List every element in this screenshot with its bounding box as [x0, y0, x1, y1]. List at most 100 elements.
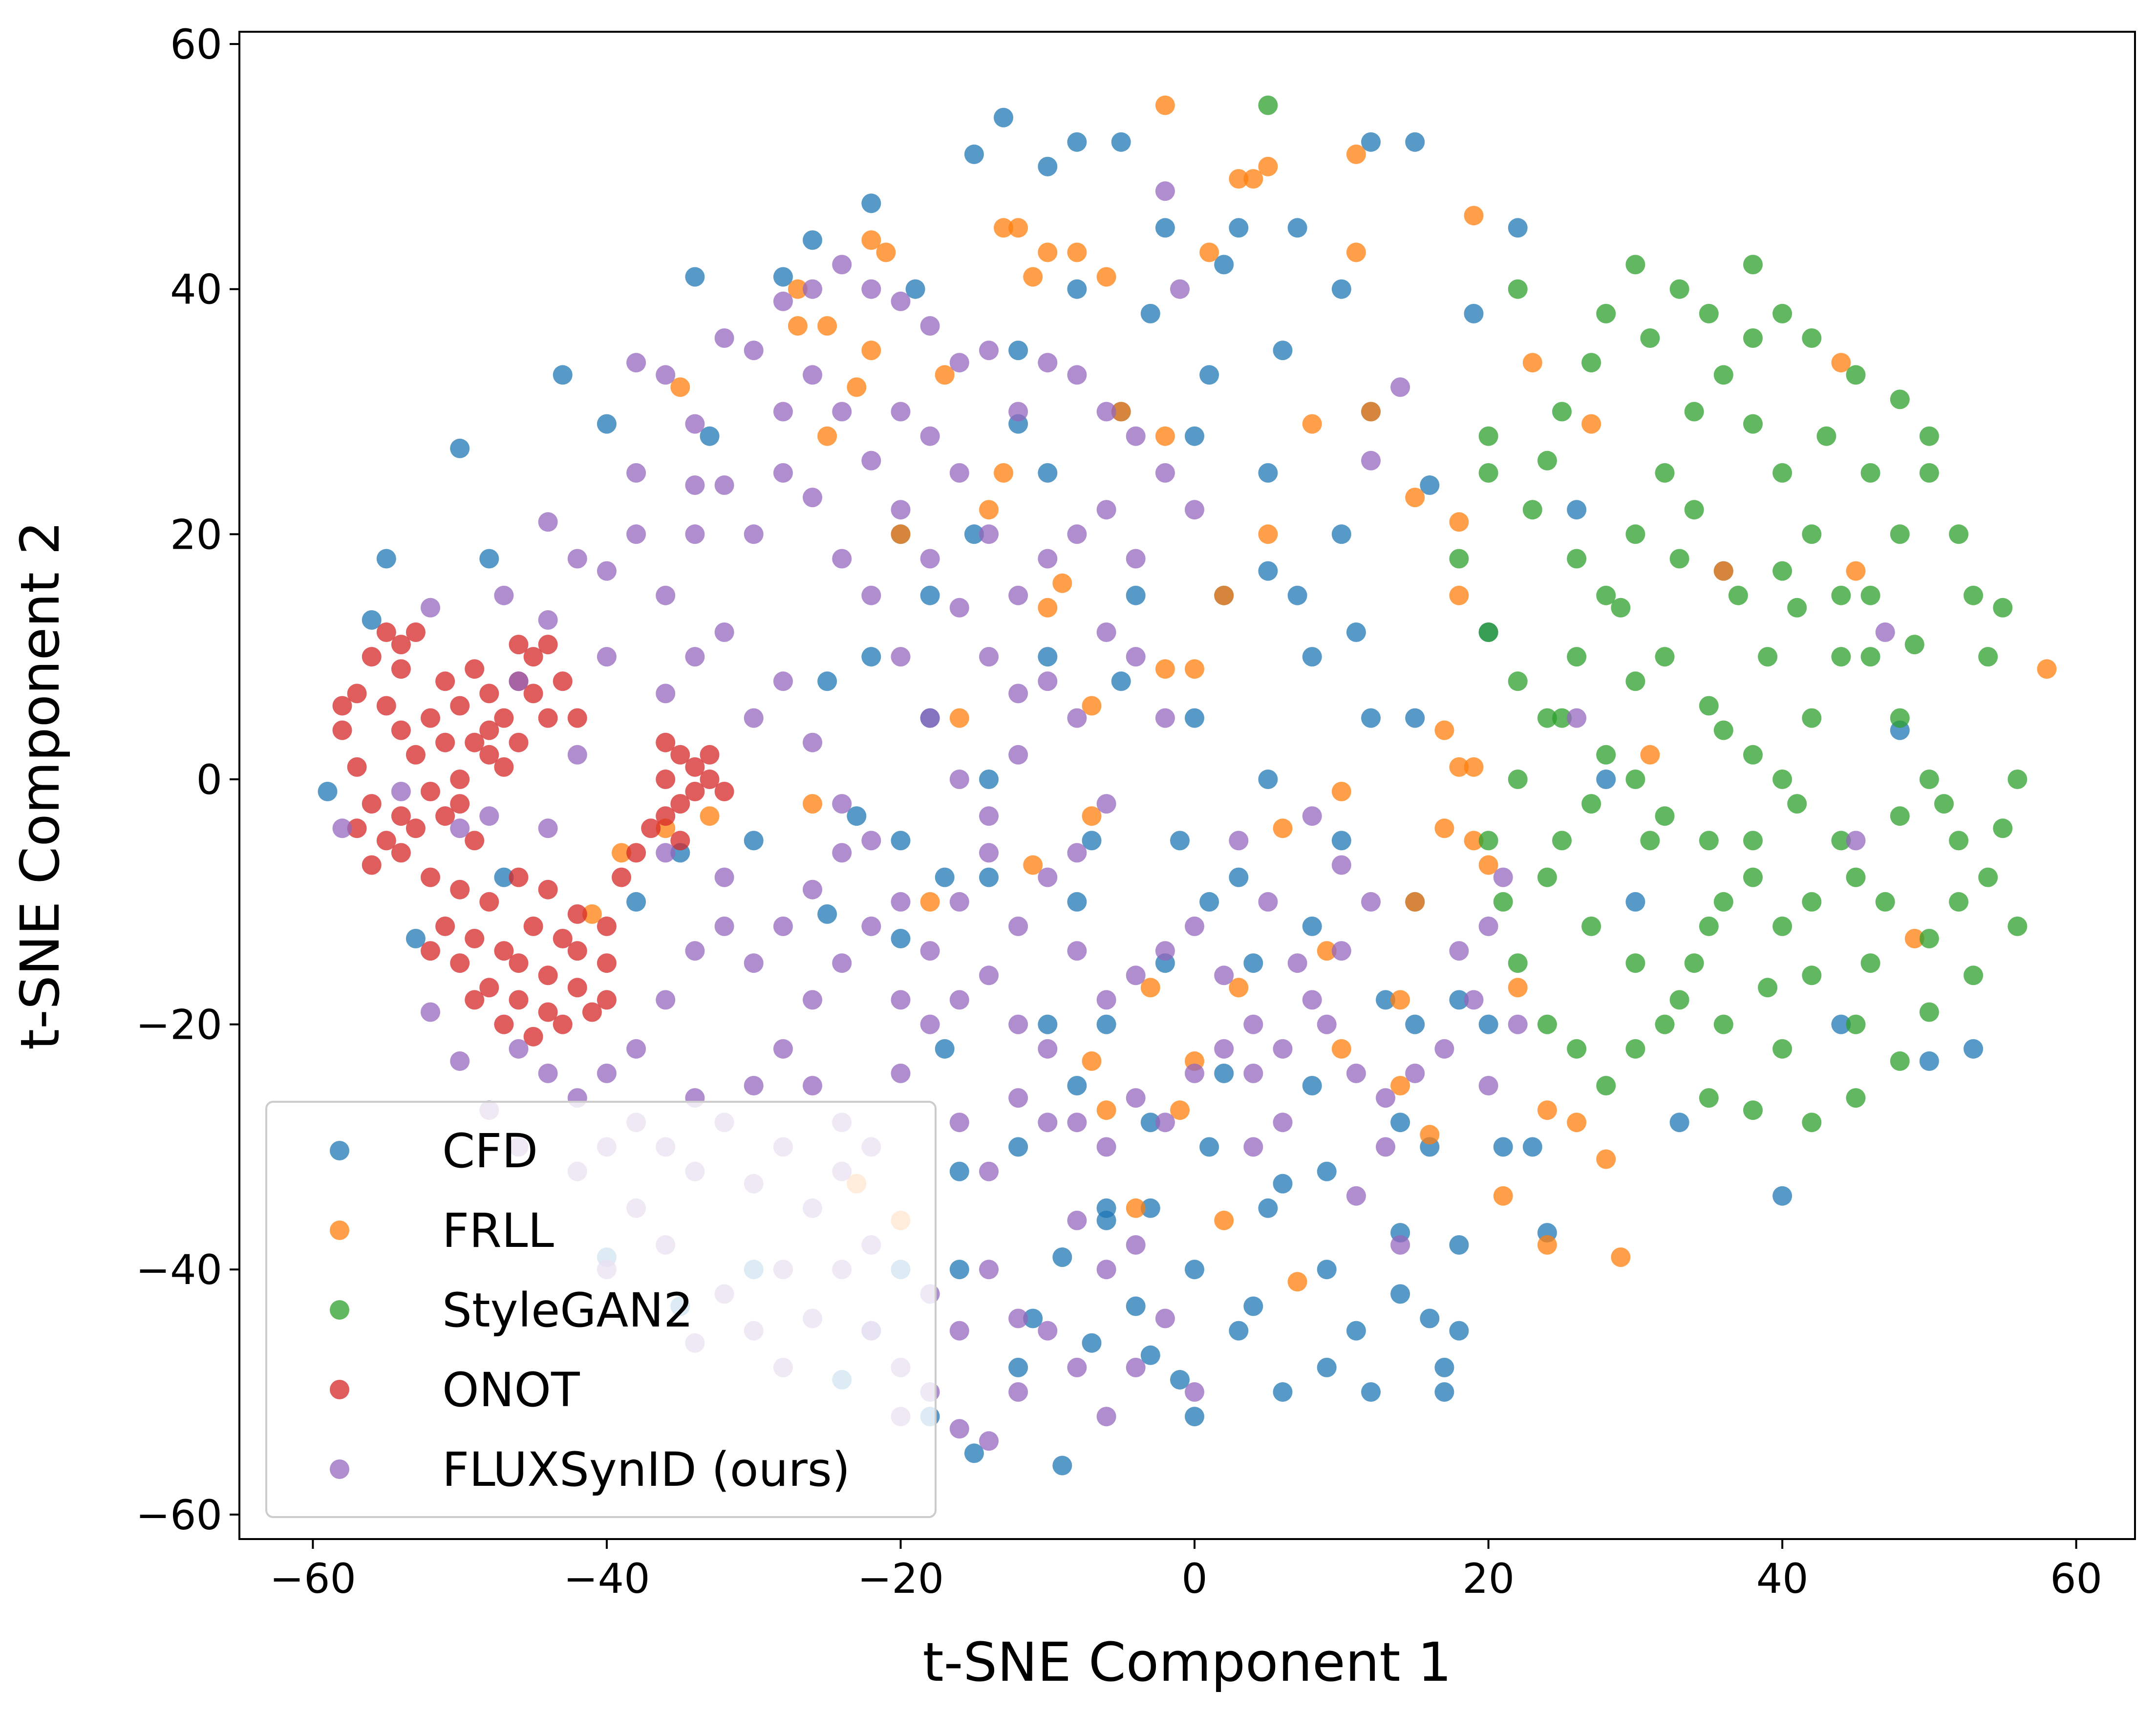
data-point [1229, 218, 1249, 238]
data-point [1949, 831, 1969, 851]
data-point [1434, 1382, 1454, 1402]
data-point [362, 855, 382, 875]
data-point [1346, 622, 1366, 642]
data-point [714, 867, 734, 887]
data-point [1126, 1235, 1146, 1255]
data-point [538, 610, 558, 630]
data-point [1390, 1284, 1410, 1304]
data-point [1772, 916, 1793, 936]
data-point [685, 414, 705, 434]
data-point [1052, 1247, 1072, 1267]
y-tick-label: 20 [170, 511, 222, 558]
data-point [1126, 585, 1146, 605]
data-point [949, 892, 969, 912]
data-point [1464, 990, 1484, 1010]
data-point [979, 1260, 999, 1280]
data-point [1229, 867, 1249, 887]
legend-marker [330, 1459, 349, 1479]
data-point [1273, 818, 1293, 838]
data-point [1699, 831, 1719, 851]
data-point [450, 696, 470, 716]
data-point [1478, 855, 1498, 875]
data-point [509, 1039, 529, 1059]
data-point [979, 965, 999, 985]
data-point [435, 806, 455, 826]
data-point [1743, 1100, 1763, 1120]
data-point [391, 843, 411, 863]
data-point [1508, 770, 1528, 789]
data-point [1743, 745, 1763, 765]
data-point [714, 782, 734, 801]
data-point [1096, 500, 1116, 520]
data-point [538, 965, 558, 985]
data-point [1331, 941, 1351, 961]
data-point [861, 341, 881, 361]
data-point [1816, 426, 1836, 446]
data-point [1126, 549, 1146, 569]
data-point [1243, 1296, 1263, 1316]
data-point [891, 500, 911, 520]
data-point [347, 757, 367, 777]
data-point [494, 867, 514, 887]
data-point [1008, 1137, 1028, 1157]
data-point [788, 279, 808, 299]
data-point [1567, 1039, 1587, 1059]
data-point [612, 867, 631, 887]
data-point [450, 818, 470, 838]
data-point [803, 794, 822, 814]
data-point [1934, 794, 1954, 814]
data-point [450, 953, 470, 973]
data-point [1140, 1113, 1160, 1133]
data-point [891, 990, 911, 1010]
data-point [450, 438, 470, 458]
data-point [1273, 1113, 1293, 1133]
y-tick-label: −20 [136, 1001, 222, 1049]
data-point [1493, 892, 1513, 912]
y-tick-label: 40 [170, 266, 222, 314]
data-point [1008, 684, 1028, 704]
data-point [1743, 255, 1763, 275]
data-point [920, 1014, 940, 1034]
data-point [1331, 782, 1351, 801]
data-point [1302, 990, 1322, 1010]
data-point [1052, 1456, 1072, 1476]
x-tick-label: −60 [270, 1555, 356, 1603]
data-point [920, 549, 940, 569]
data-point [1978, 867, 1998, 887]
data-point [949, 598, 969, 618]
data-point [1214, 585, 1234, 605]
data-point [1478, 463, 1498, 483]
data-point [538, 1002, 558, 1022]
data-point [1302, 806, 1322, 826]
data-point [1170, 1100, 1190, 1120]
data-point [1008, 341, 1028, 361]
data-point [1860, 953, 1880, 973]
data-point [714, 916, 734, 936]
data-point [1258, 561, 1278, 581]
data-point [1537, 1014, 1557, 1034]
data-point [1038, 242, 1058, 262]
data-point [1214, 1039, 1234, 1059]
data-point [1067, 1113, 1087, 1133]
data-point [509, 953, 529, 973]
data-point [1919, 1051, 1939, 1071]
data-point [832, 843, 852, 863]
data-point [1405, 1063, 1425, 1083]
data-point [1772, 463, 1793, 483]
data-point [1669, 990, 1689, 1010]
data-point [920, 316, 940, 336]
data-point [847, 377, 867, 397]
data-point [1846, 1014, 1866, 1034]
data-point [1214, 965, 1234, 985]
data-point [597, 647, 617, 667]
data-point [1772, 1186, 1793, 1206]
data-point [1831, 1014, 1851, 1034]
data-point [1669, 279, 1689, 299]
data-point [920, 426, 940, 446]
data-point [1464, 757, 1484, 777]
data-point [1567, 549, 1587, 569]
data-point [421, 782, 440, 801]
data-point [435, 671, 455, 691]
data-point [994, 218, 1013, 238]
data-point [1890, 389, 1910, 409]
